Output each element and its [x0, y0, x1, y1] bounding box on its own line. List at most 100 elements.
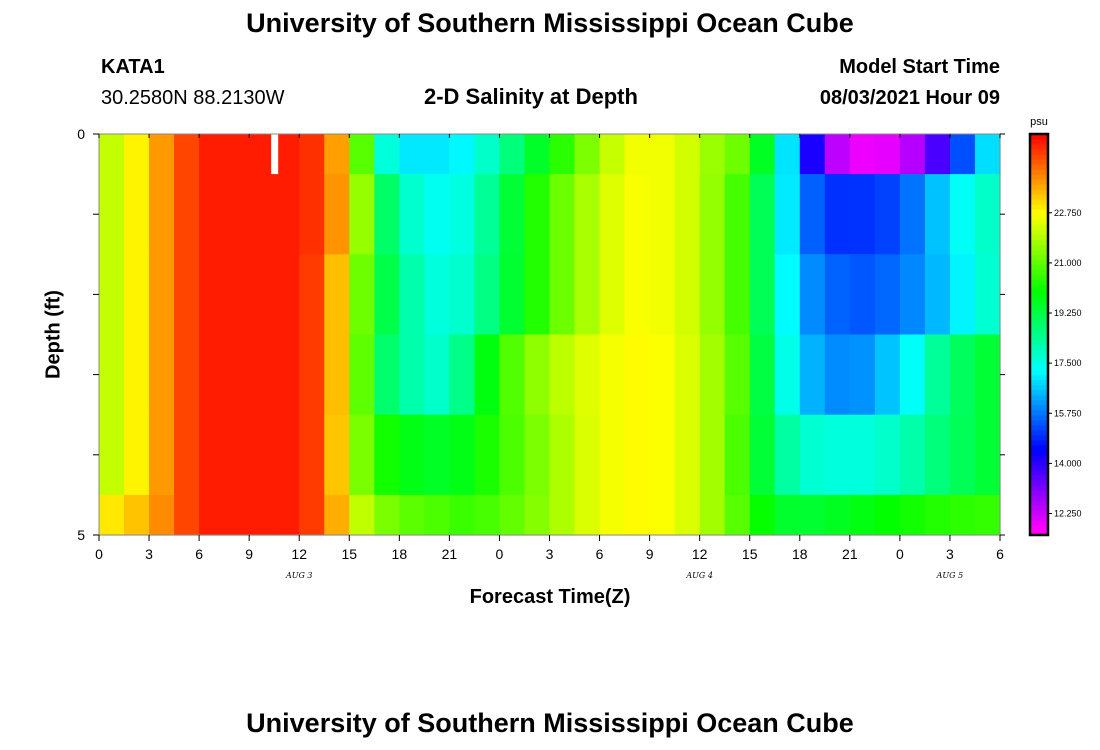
colorbar-tick-label: 15.750	[1054, 408, 1082, 418]
heatmap-cell	[349, 254, 375, 336]
heatmap-cell	[899, 254, 926, 336]
heatmap-cell	[499, 414, 526, 496]
heatmap-cell	[824, 134, 851, 175]
heatmap-cell	[424, 334, 450, 416]
heatmap-cell	[649, 414, 676, 496]
heatmap-cell	[899, 174, 926, 255]
colorbar-segment	[1030, 409, 1048, 416]
colorbar-segment	[1030, 139, 1048, 145]
heatmap-cell	[274, 254, 300, 336]
colorbar-segment	[1030, 499, 1048, 506]
heatmap-cell	[824, 414, 851, 496]
heatmap-cell	[149, 414, 175, 496]
heatmap-cell	[949, 334, 976, 416]
colorbar-segment	[1030, 404, 1048, 411]
colorbar-segment	[1030, 339, 1048, 346]
heatmap-cell	[99, 254, 125, 336]
heatmap-cell	[399, 414, 425, 496]
colorbar-segment	[1030, 294, 1048, 301]
heatmap-cell	[174, 174, 200, 255]
x-tick-label: 0	[496, 546, 504, 562]
colorbar-segment	[1030, 444, 1048, 451]
heatmap-cell	[799, 414, 826, 496]
colorbar-unit: psu	[1030, 116, 1048, 128]
heatmap-cell	[399, 134, 425, 175]
heatmap-cell	[924, 134, 951, 175]
colorbar-segment	[1030, 364, 1048, 371]
heatmap-cell	[299, 414, 325, 496]
heatmap-cell	[424, 254, 450, 336]
heatmap-cell	[874, 174, 901, 255]
heatmap-cell	[674, 334, 701, 416]
colorbar-segment	[1030, 149, 1048, 155]
colorbar-segment	[1030, 249, 1048, 255]
heatmap-cell	[449, 174, 476, 255]
colorbar-segment	[1030, 354, 1048, 361]
heatmap-cell	[549, 494, 576, 536]
heatmap-cell	[949, 494, 976, 536]
heatmap-cell	[699, 334, 726, 416]
colorbar-segment	[1030, 469, 1048, 476]
x-tick-label: 12	[692, 546, 708, 562]
x-tick-label: 6	[996, 546, 1004, 562]
heatmap-cell	[499, 254, 526, 336]
heatmap-cell	[249, 334, 275, 416]
heatmap-cell	[974, 254, 1001, 336]
heatmap-cell	[99, 134, 125, 175]
heatmap-cell	[674, 254, 701, 336]
bottom-title: University of Southern Mississippi Ocean…	[246, 708, 854, 738]
heatmap-cell	[774, 254, 801, 336]
heatmap-cell	[199, 334, 225, 416]
top-title: University of Southern Mississippi Ocean…	[246, 8, 854, 38]
colorbar-tick-label: 17.500	[1054, 358, 1082, 368]
colorbar-segment	[1030, 239, 1048, 245]
heatmap-cell	[699, 174, 726, 255]
colorbar-segment	[1030, 414, 1048, 421]
heatmap-cell	[674, 174, 701, 255]
heatmap-cell	[974, 494, 1001, 536]
heatmap-cell	[274, 134, 300, 175]
heatmap-cell	[949, 414, 976, 496]
heatmap-cell	[499, 494, 526, 536]
heatmap-cell	[199, 134, 225, 175]
heatmap-cell	[824, 174, 851, 255]
heatmap-cell	[124, 414, 150, 496]
heatmap-cell	[599, 134, 626, 175]
heatmap-cell	[424, 134, 450, 175]
x-tick-label: 3	[145, 546, 153, 562]
x-axis-label: Forecast Time(Z)	[469, 586, 631, 608]
heatmap-cell	[774, 134, 801, 175]
heatmap-cell	[874, 494, 901, 536]
date-label: AUG 4	[685, 571, 713, 580]
heatmap-cell	[349, 494, 375, 536]
model-start-time: 08/03/2021 Hour 09	[819, 87, 1000, 109]
heatmap-cell	[499, 334, 526, 416]
heatmap-cell	[574, 334, 601, 416]
colorbar-segment	[1030, 224, 1048, 230]
date-label: AUG 5	[936, 571, 964, 580]
colorbar-segment	[1030, 459, 1048, 466]
heatmap-cell	[274, 174, 300, 255]
colorbar-segment	[1030, 159, 1048, 165]
x-tick-label: 0	[95, 546, 103, 562]
heatmap-cell	[624, 334, 651, 416]
colorbar-segment	[1030, 229, 1048, 235]
colorbar-segment	[1030, 194, 1048, 200]
heatmap-cell	[699, 134, 726, 175]
heatmap-cell	[149, 134, 175, 175]
heatmap-cell	[474, 494, 501, 536]
heatmap-cell	[124, 254, 150, 336]
heatmap-cell	[674, 494, 701, 536]
colorbar-segment	[1030, 279, 1048, 285]
colorbar-segment	[1030, 289, 1048, 295]
station-id: KATA1	[101, 56, 165, 78]
heatmap-cell	[599, 334, 626, 416]
heatmap-cell	[374, 174, 400, 255]
colorbar-segment	[1030, 529, 1048, 536]
colorbar-segment	[1030, 344, 1048, 351]
heatmap-cell	[624, 174, 651, 255]
heatmap-cell	[524, 174, 551, 255]
heatmap-cell	[274, 414, 300, 496]
colorbar-segment	[1030, 319, 1048, 326]
